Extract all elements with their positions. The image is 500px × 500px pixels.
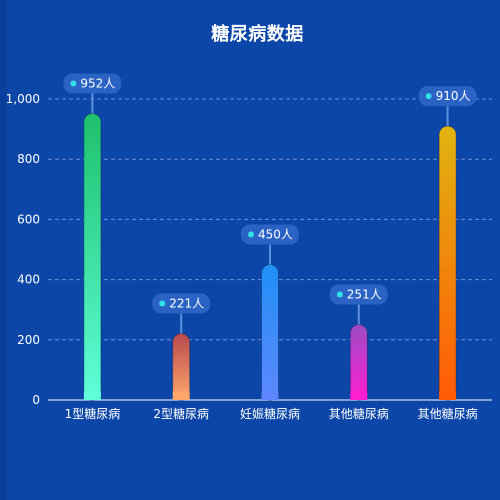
- x-category-label: 其他糖尿病: [418, 406, 478, 421]
- bar-base: [261, 391, 279, 400]
- value-bubble: [152, 293, 211, 314]
- x-category-label: 2型糖尿病: [153, 406, 209, 421]
- y-tick-label: 400: [17, 273, 40, 287]
- x-category-label: 妊娠糖尿病: [240, 406, 300, 421]
- bar: [261, 264, 279, 401]
- data-label: 910人: [436, 89, 471, 103]
- y-tick-label: 800: [17, 152, 40, 166]
- bar-base: [350, 391, 368, 400]
- bar-base: [439, 391, 457, 400]
- data-label: 952人: [80, 76, 115, 90]
- value-bubble-dot: [336, 291, 343, 298]
- value-bubble-dot: [70, 80, 77, 87]
- value-bubble-dot: [159, 300, 166, 307]
- value-bubble-dot: [425, 93, 432, 100]
- value-bubble-dot: [248, 231, 254, 238]
- data-label: 450人: [258, 228, 293, 242]
- y-tick-label: 600: [17, 212, 40, 226]
- y-tick-label: 0: [32, 393, 40, 407]
- bar-base: [83, 391, 101, 400]
- grid-layer: [48, 98, 492, 341]
- bar: [172, 332, 191, 401]
- bar: [349, 323, 368, 401]
- x-category-label: 1型糖尿病: [65, 406, 121, 421]
- value-bubble: [418, 86, 477, 107]
- value-bubble: [241, 224, 299, 245]
- chart-title: 糖尿病数据: [211, 24, 304, 45]
- axis-layer: 0 200 400 600 800 1,000: [6, 92, 492, 407]
- bar: [438, 125, 457, 401]
- data-label: 251人: [347, 287, 382, 301]
- value-bubble: [329, 284, 388, 305]
- bar: [83, 112, 102, 401]
- left-edge-band: [0, 0, 7, 500]
- value-bubble: [63, 73, 122, 94]
- y-tick-label: 200: [17, 333, 40, 347]
- x-category-label: 其他糖尿病: [329, 406, 389, 421]
- y-tick-label: 1,000: [6, 92, 40, 106]
- data-label: 221人: [169, 296, 204, 310]
- bar-base: [172, 391, 190, 400]
